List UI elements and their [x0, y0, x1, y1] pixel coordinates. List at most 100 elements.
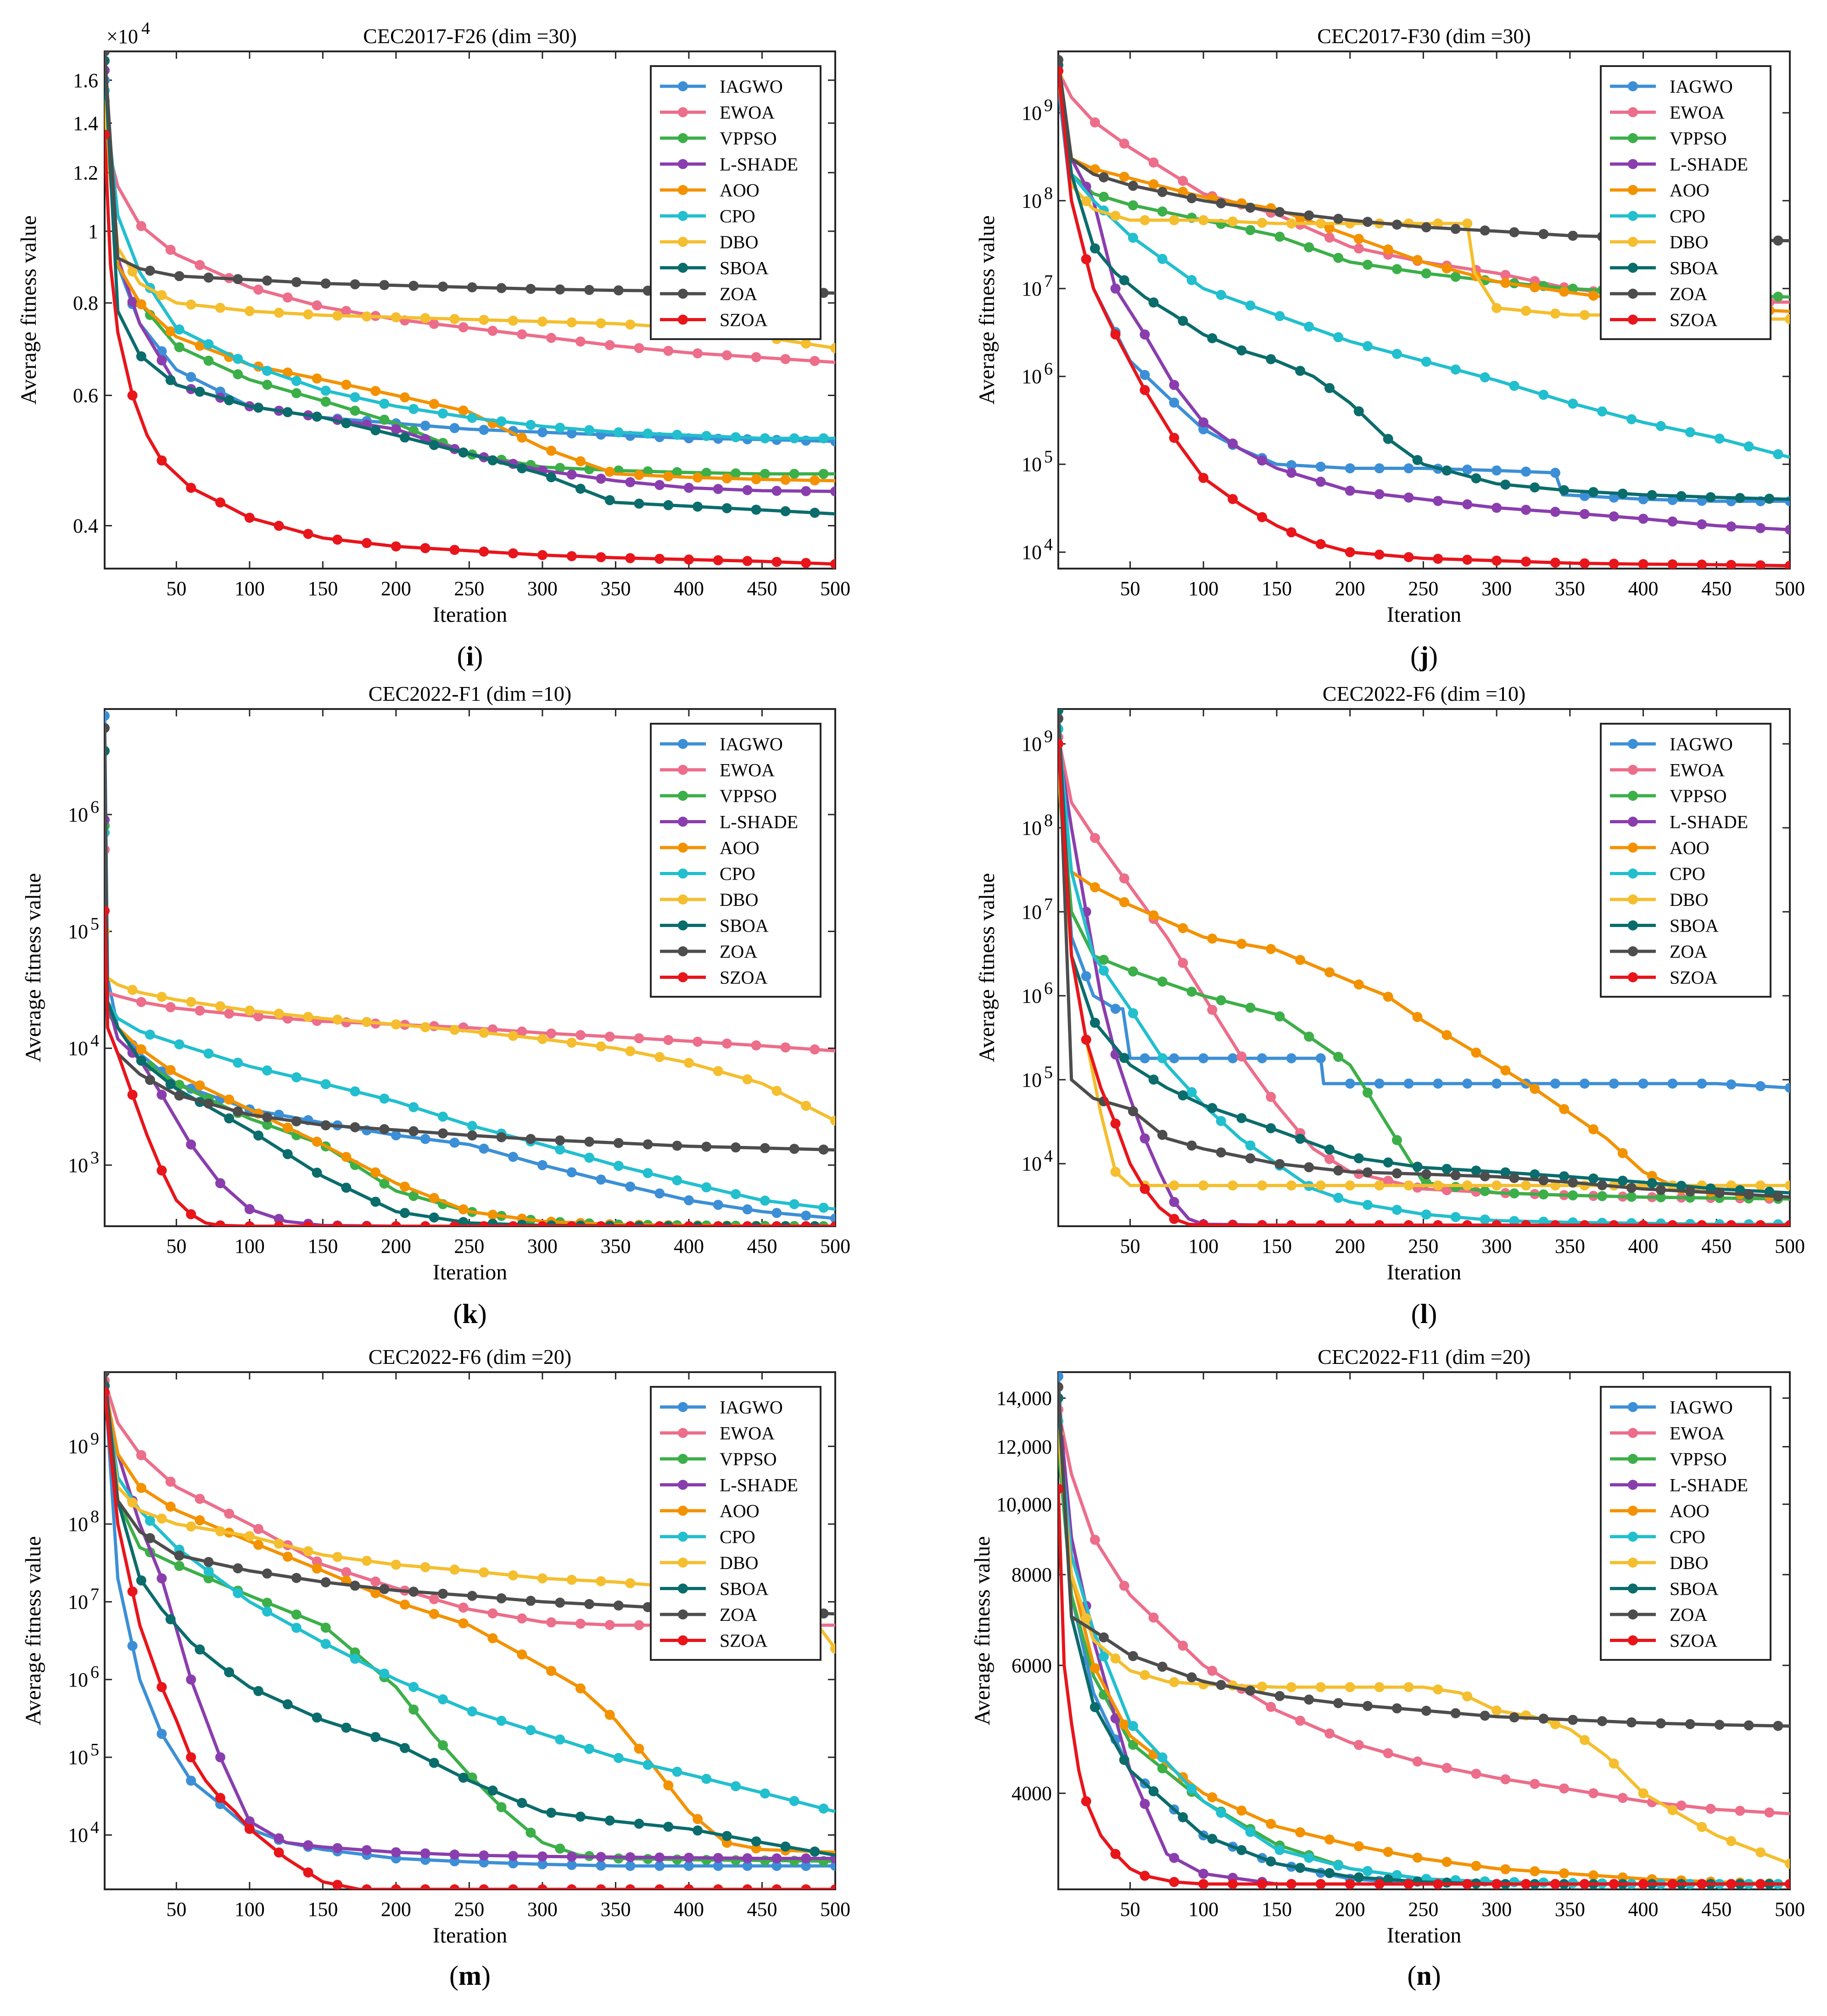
chart-i-legend-marker-aoo	[678, 185, 688, 195]
chart-n-point-cpo	[1304, 1853, 1314, 1863]
chart-i-x-tick-label: 350	[600, 577, 631, 600]
chart-i-point-ewoa	[634, 343, 644, 353]
chart-m-point-sboa	[693, 1825, 703, 1836]
chart-i-point-zoa	[438, 281, 448, 292]
chart-j-point-sboa	[1735, 493, 1745, 503]
chart-n-point-l-shade	[1140, 1798, 1150, 1809]
chart-i-point-szoa	[244, 513, 255, 523]
chart-i-point-zoa	[203, 272, 214, 283]
chart-j-point-iagwo	[1286, 460, 1296, 470]
chart-j-point-szoa	[1374, 549, 1385, 560]
chart-k-point-szoa	[391, 1221, 401, 1226]
chart-m-point-iagwo	[654, 1861, 665, 1871]
chart-m-point-aoo	[693, 1814, 703, 1824]
chart-n-legend: IAGWO EWOA VPPSO L-SHADE AOO CPO DBO SBOA ZOA SZO…	[1600, 1386, 1771, 1661]
chart-k-point-dbo	[537, 1034, 548, 1044]
chart-m-point-szoa	[537, 1884, 548, 1889]
chart-i-point-szoa	[830, 559, 835, 569]
chart-l-point-zoa	[1274, 1159, 1285, 1169]
chart-m-point-cpo	[438, 1694, 448, 1704]
chart-m-point-zoa	[379, 1584, 390, 1594]
chart-l-point-szoa	[1315, 1220, 1326, 1226]
chart-n-point-szoa	[1785, 1879, 1790, 1889]
chart-k-point-ewoa	[634, 1033, 644, 1044]
chart-n-y-tick-label: 6000	[1011, 1654, 1052, 1677]
chart-n-point-ewoa	[1441, 1763, 1452, 1773]
chart-j-point-sboa	[1500, 480, 1511, 490]
chart-n-point-dbo	[1667, 1805, 1678, 1815]
chart-i-point-ewoa	[693, 348, 703, 358]
chart-m-point-cpo	[262, 1606, 273, 1617]
chart-i-point-sboa	[634, 498, 644, 509]
chart-n-point-sboa	[1324, 1868, 1335, 1878]
chart-n-legend-marker-vppso	[1628, 1454, 1638, 1464]
chart-j-point-zoa	[1333, 213, 1344, 224]
chart-i-y-tick-label: 1.6	[73, 69, 98, 92]
chart-m-x-tick-label: 350	[600, 1898, 631, 1921]
chart-i-point-aoo	[312, 373, 322, 384]
chart-n-point-cpo	[1333, 1860, 1344, 1871]
chart-k-point-zoa	[701, 1141, 712, 1152]
chart-i-point-l-shade	[625, 477, 636, 487]
chart-k-point-zoa	[496, 1132, 507, 1143]
chart-j-point-sboa	[1441, 465, 1452, 476]
chart-j-point-l-shade	[1169, 380, 1179, 390]
chart-l-line-szoa	[1058, 743, 1790, 1226]
chart-i-legend-label-szoa: SZOA	[720, 310, 768, 330]
chart-k-point-zoa	[174, 1090, 184, 1101]
chart-k-y-label: Average fitness value	[21, 873, 45, 1062]
chart-m-point-iagwo	[156, 1729, 167, 1739]
chart-m-point-ewoa	[253, 1524, 263, 1534]
chart-m-point-zoa	[613, 1600, 624, 1611]
chart-j-point-dbo	[1785, 314, 1790, 324]
chart-l-x-tick-label: 200	[1335, 1235, 1365, 1257]
chart-l-point-cpo	[1186, 1087, 1197, 1097]
chart-k-point-szoa	[215, 1220, 225, 1226]
chart-l-point-zoa	[1714, 1188, 1725, 1198]
chart-l-legend-label-zoa: ZOA	[1670, 941, 1707, 962]
chart-l-point-ewoa	[1353, 1169, 1364, 1179]
chart-m-point-szoa	[156, 1682, 167, 1692]
chart-m-legend-marker-sboa	[678, 1583, 688, 1594]
chart-k-point-dbo	[684, 1058, 694, 1068]
chart-n-point-zoa	[1480, 1710, 1490, 1721]
chart-i-legend-label-cpo: CPO	[720, 206, 755, 227]
chart-m-legend-marker-szoa	[678, 1635, 688, 1646]
chart-n-point-aoo	[1236, 1805, 1247, 1816]
chart-j-point-ewoa	[1089, 117, 1100, 128]
chart-n-point-sboa	[1353, 1872, 1364, 1882]
chart-k-point-sboa	[136, 1055, 146, 1066]
chart-i-point-szoa	[127, 390, 138, 401]
chart-k-point-szoa	[362, 1221, 372, 1226]
chart-k-point-dbo	[274, 1009, 284, 1019]
chart-l-point-aoo	[1207, 933, 1218, 944]
chart-m-point-l-shade	[186, 1674, 196, 1685]
chart-k-point-dbo	[186, 997, 196, 1007]
chart-j-point-zoa	[1363, 217, 1373, 227]
chart-i-panel-label: (i)	[457, 641, 483, 671]
chart-m-point-dbo	[830, 1643, 835, 1654]
chart-i-x-tick-label: 500	[820, 577, 850, 600]
chart-i-point-cpo	[320, 385, 331, 396]
chart-i-point-cpo	[731, 432, 741, 442]
chart-l-point-aoo	[1148, 910, 1159, 921]
chart-j-point-aoo	[1119, 172, 1129, 182]
chart-i-point-iagwo	[479, 424, 489, 435]
chart-j-point-sboa	[1324, 383, 1335, 393]
chart-k-x-tick-label: 450	[747, 1235, 777, 1257]
chart-m-point-sboa	[575, 1811, 586, 1822]
chart-k-point-aoo	[312, 1136, 322, 1147]
chart-j-point-sboa	[1178, 316, 1188, 326]
chart-i-point-l-shade	[801, 486, 811, 497]
chart-n-point-szoa	[1058, 1484, 1063, 1494]
chart-l-line-sboa	[1058, 710, 1790, 1195]
chart-i: 50 100 150 200 250 300 350 400 450 500 0.4 0.6 0.8 1 1…	[17, 19, 850, 671]
chart-m-legend-label-zoa: ZOA	[720, 1604, 757, 1625]
chart-j-legend-label-sboa: SBOA	[1670, 258, 1719, 279]
chart-i-point-cpo	[203, 339, 214, 349]
chart-n-point-zoa	[1597, 1716, 1608, 1726]
chart-j-point-sboa	[1647, 490, 1657, 500]
chart-l-point-iagwo	[1462, 1078, 1473, 1089]
chart-m-point-l-shade	[274, 1833, 284, 1843]
